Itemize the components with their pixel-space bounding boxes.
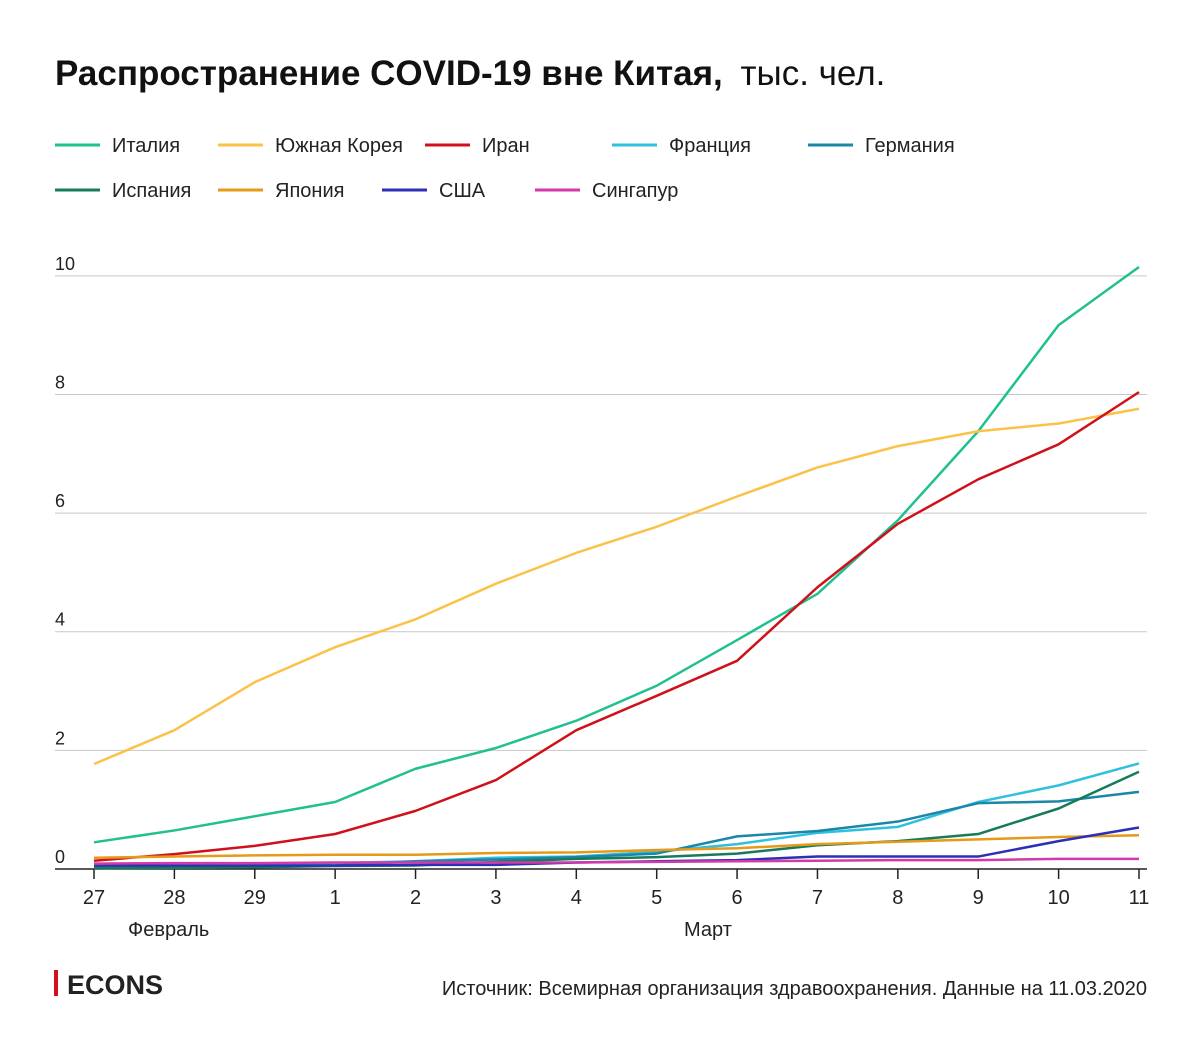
legend-label: США xyxy=(439,180,486,202)
legend-label: Иран xyxy=(482,135,530,157)
x-tick-label: 3 xyxy=(490,887,501,909)
y-tick-label: 8 xyxy=(55,372,65,392)
y-tick-label: 2 xyxy=(55,728,65,748)
x-tick-label: 7 xyxy=(812,887,823,909)
x-tick-label: 29 xyxy=(244,887,266,909)
legend-label: Сингапур xyxy=(592,180,678,202)
legend-label: Испания xyxy=(112,180,191,202)
x-tick-label: 4 xyxy=(571,887,582,909)
x-tick-label: 8 xyxy=(892,887,903,909)
x-tick-label: 1 xyxy=(330,887,341,909)
source: Источник: Всемирная организация здравоох… xyxy=(442,978,1147,1000)
series-line xyxy=(93,857,1139,865)
x-tick-label: 27 xyxy=(83,887,105,909)
logo-bar xyxy=(54,970,58,996)
series-line xyxy=(93,407,1140,766)
chart-title: Распространение COVID-19 вне Китая, xyxy=(55,54,723,93)
y-tick-label: 10 xyxy=(55,254,75,274)
series-line xyxy=(93,770,1140,870)
x-tick-label: 11 xyxy=(1129,887,1150,909)
series-line xyxy=(93,391,1140,862)
x-tick-label: 6 xyxy=(732,887,743,909)
legend-label: Южная Корея xyxy=(275,135,403,157)
month-label: Март xyxy=(684,919,732,941)
legend-label: Германия xyxy=(865,135,955,157)
y-tick-label: 4 xyxy=(55,610,65,630)
legend-label: Франция xyxy=(669,135,751,157)
chart-subtitle: тыс. чел. xyxy=(741,54,886,93)
chart-title-group: Распространение COVID-19 вне Китая, тыс.… xyxy=(55,54,885,93)
y-tick-label: 0 xyxy=(55,847,65,867)
series-line xyxy=(93,265,1140,844)
x-tick-label: 2 xyxy=(410,887,421,909)
x-tick-label: 28 xyxy=(163,887,185,909)
x-tick-label: 10 xyxy=(1047,887,1069,909)
series-line xyxy=(93,833,1140,859)
legend-label: Япония xyxy=(275,180,344,202)
x-tick-label: 9 xyxy=(973,887,984,909)
legend-label: Италия xyxy=(112,135,180,157)
logo: ECONS xyxy=(67,970,163,1000)
y-tick-label: 6 xyxy=(55,491,65,511)
x-tick-label: 5 xyxy=(651,887,662,909)
month-label: Февраль xyxy=(128,919,209,941)
